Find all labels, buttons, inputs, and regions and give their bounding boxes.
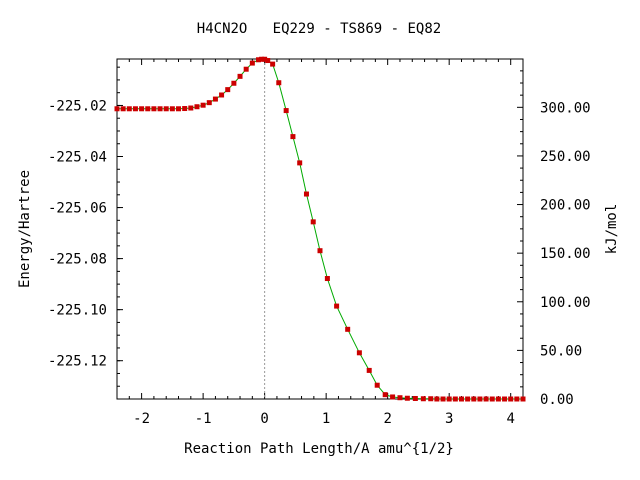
y-tick-label: -225.12 xyxy=(48,354,107,370)
y-tick-label: -225.04 xyxy=(48,150,107,166)
data-point xyxy=(259,56,265,62)
data-point xyxy=(489,396,495,402)
y-tick-label: -225.10 xyxy=(48,303,107,319)
data-point xyxy=(265,58,271,64)
data-point xyxy=(126,106,132,112)
data-point xyxy=(508,396,514,402)
data-point xyxy=(324,276,330,282)
x-tick-label: 3 xyxy=(445,411,453,427)
data-point xyxy=(283,108,289,114)
data-point xyxy=(276,80,282,86)
data-point xyxy=(440,396,446,402)
data-point xyxy=(397,395,403,401)
data-point xyxy=(366,367,372,373)
data-point xyxy=(345,326,351,332)
data-point xyxy=(520,396,526,402)
data-point xyxy=(163,106,169,112)
data-point xyxy=(465,396,471,402)
y-axis-right: 0.00 50.00 100.00 150.00 200.00 250.00 300.00 xyxy=(517,70,591,408)
data-point xyxy=(477,396,483,402)
y2-tick-label: 300.00 xyxy=(540,100,591,116)
data-point xyxy=(270,61,276,67)
data-point xyxy=(420,396,426,402)
data-point xyxy=(132,106,138,112)
chart-title: H4CN2O EQ229 - TS869 - EQ82 xyxy=(197,21,441,37)
data-point xyxy=(458,396,464,402)
data-point xyxy=(502,396,508,402)
data-point xyxy=(428,396,434,402)
data-point xyxy=(303,191,309,197)
data-point xyxy=(382,392,388,398)
data-point xyxy=(404,395,410,401)
data-point xyxy=(514,396,520,402)
x-tick-label: 0 xyxy=(260,411,268,427)
data-point xyxy=(169,106,175,112)
y2-tick-label: 150.00 xyxy=(540,246,591,262)
data-point xyxy=(157,106,163,112)
data-point xyxy=(390,394,396,400)
data-point xyxy=(114,106,120,112)
data-point xyxy=(139,106,145,112)
y2-tick-label: 50.00 xyxy=(540,343,582,359)
data-point xyxy=(255,57,261,63)
data-point xyxy=(194,104,200,110)
data-point xyxy=(182,106,188,112)
y-tick-label: -225.06 xyxy=(48,201,107,217)
data-point xyxy=(225,87,231,93)
y2-axis-label: kJ/mol xyxy=(604,204,620,255)
data-point xyxy=(249,60,255,66)
data-point xyxy=(290,134,296,140)
series-points xyxy=(114,56,526,402)
data-point xyxy=(317,248,323,254)
data-point xyxy=(151,106,157,112)
data-point xyxy=(176,106,182,112)
data-point xyxy=(188,105,194,111)
y-axis-label: Energy/Hartree xyxy=(17,170,33,288)
data-point xyxy=(334,303,340,309)
data-point xyxy=(483,396,489,402)
data-point xyxy=(495,396,501,402)
data-point xyxy=(200,102,206,108)
x-axis-label: Reaction Path Length/A amu^{1/2} xyxy=(184,441,454,457)
data-point xyxy=(237,73,243,79)
data-point xyxy=(243,66,249,72)
y2-tick-label: 0.00 xyxy=(540,392,574,408)
x-tick-label: 1 xyxy=(322,411,330,427)
data-point xyxy=(219,92,225,98)
data-point xyxy=(412,395,418,401)
x-tick-label: -1 xyxy=(195,411,212,427)
data-point xyxy=(297,160,303,166)
y-tick-label: -225.08 xyxy=(48,252,107,268)
y-axis-left: -225.02 -225.04 -225.06 -225.08 -225.10 -225.… xyxy=(48,66,123,400)
x-tick-label: 4 xyxy=(506,411,514,427)
y2-tick-label: 250.00 xyxy=(540,149,591,165)
data-point xyxy=(212,96,218,102)
data-point xyxy=(452,396,458,402)
y2-tick-label: 100.00 xyxy=(540,295,591,311)
data-point xyxy=(434,396,440,402)
data-point xyxy=(262,56,268,62)
x-tick-label: -2 xyxy=(133,411,150,427)
data-point xyxy=(120,106,126,112)
data-point xyxy=(374,382,380,388)
y-tick-label: -225.02 xyxy=(48,98,107,114)
data-point xyxy=(310,219,316,225)
data-point xyxy=(356,350,362,356)
data-point xyxy=(471,396,477,402)
data-point xyxy=(231,80,237,86)
data-point xyxy=(145,106,151,112)
data-point xyxy=(446,396,452,402)
y2-tick-label: 200.00 xyxy=(540,198,591,214)
x-tick-label: 2 xyxy=(383,411,391,427)
data-point xyxy=(206,100,212,106)
x-axis: -2 -1 0 1 2 3 4 xyxy=(116,59,524,427)
